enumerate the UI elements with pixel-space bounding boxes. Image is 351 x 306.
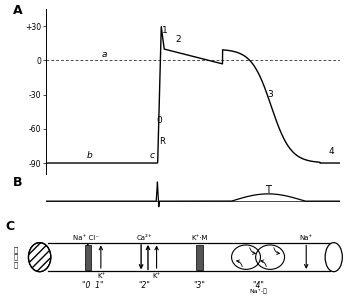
Ellipse shape — [325, 243, 342, 272]
Text: Na⁺ Cl⁻: Na⁺ Cl⁻ — [73, 235, 99, 241]
Text: 4: 4 — [329, 147, 335, 156]
Text: Ca²⁺: Ca²⁺ — [137, 235, 152, 241]
Text: 1: 1 — [162, 26, 168, 35]
Text: R: R — [159, 137, 165, 146]
Text: C: C — [5, 220, 14, 233]
Text: B: B — [13, 177, 23, 189]
Text: "4": "4" — [252, 281, 264, 290]
Text: 2: 2 — [176, 35, 181, 44]
Bar — [197, 245, 203, 270]
Text: A: A — [13, 4, 23, 17]
Text: 3: 3 — [267, 90, 273, 99]
Text: b: b — [87, 151, 93, 160]
Text: "0  1": "0 1" — [82, 281, 104, 290]
Text: Na⁺: Na⁺ — [300, 235, 313, 241]
Text: Na⁺-泵: Na⁺-泵 — [249, 288, 267, 294]
Text: 细
胞
膜: 细 胞 膜 — [13, 246, 18, 268]
Text: T: T — [265, 185, 271, 195]
Text: K⁺: K⁺ — [98, 273, 106, 279]
Text: c: c — [149, 151, 154, 160]
Bar — [85, 245, 91, 270]
Text: K⁺: K⁺ — [152, 273, 161, 279]
Text: "2": "2" — [139, 281, 151, 290]
Text: 0: 0 — [156, 116, 162, 125]
Ellipse shape — [28, 243, 51, 272]
Text: "3": "3" — [194, 281, 206, 290]
Text: K⁺·M: K⁺·M — [191, 235, 208, 241]
Text: a: a — [102, 50, 107, 59]
